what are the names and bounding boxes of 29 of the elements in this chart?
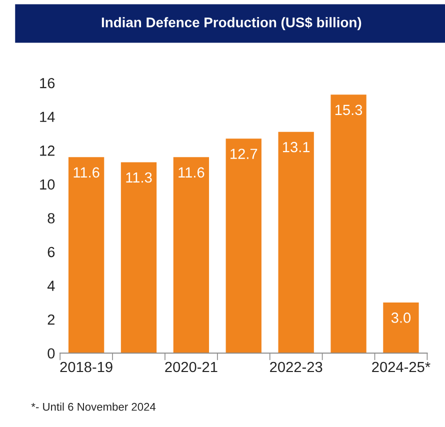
bar: [120, 162, 157, 354]
y-tick-label: 0: [48, 348, 55, 359]
x-tick-label: 2020-21: [165, 362, 218, 372]
y-tick-label: 4: [47, 280, 55, 291]
data-label: 11.6: [74, 167, 100, 178]
bar: [330, 94, 366, 354]
y-tick-label: 16: [40, 78, 55, 88]
bar: [68, 157, 104, 354]
bar: [226, 138, 262, 354]
y-tick-label: 14: [40, 112, 55, 122]
y-tick-label: 12: [40, 146, 54, 156]
y-tick-label: 8: [48, 213, 55, 224]
data-label: 15.3: [335, 104, 362, 116]
x-tick-label: 2022-23: [270, 362, 322, 372]
data-label: 12.7: [230, 148, 258, 159]
y-tick-label: 6: [48, 246, 55, 258]
y-tick-label: 2: [48, 314, 54, 325]
bar: [383, 302, 419, 354]
x-tick-label: 2024-25*: [372, 362, 430, 372]
y-tick-label: 10: [40, 179, 55, 190]
text: *- Until 6 November 2024: [31, 402, 156, 411]
data-label: 13.1: [283, 142, 310, 152]
data-label: 3.0: [391, 312, 411, 323]
data-label: 11.3: [126, 172, 152, 183]
bar: [278, 132, 314, 354]
x-tick-label: 2018-19: [60, 362, 112, 372]
chart-title: Indian Defence Production (US$ billion): [102, 16, 362, 30]
bar: [173, 157, 210, 354]
data-label: 11.6: [178, 167, 204, 178]
